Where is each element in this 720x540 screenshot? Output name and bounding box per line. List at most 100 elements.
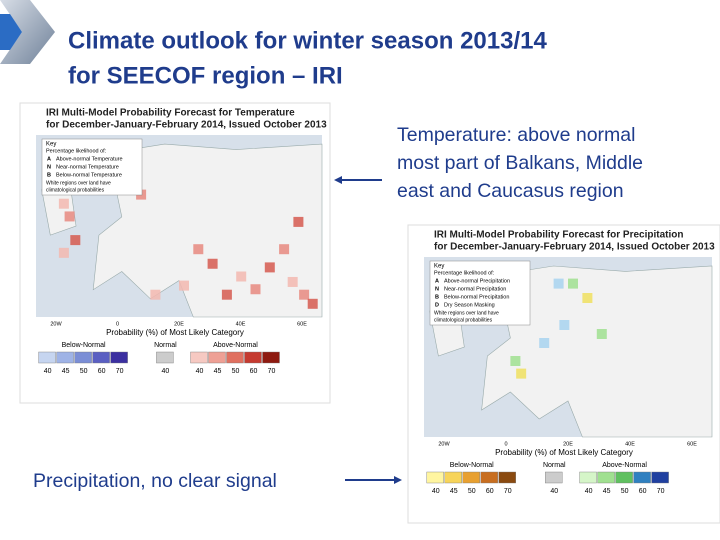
- lon-label: 40E: [236, 321, 246, 327]
- forecast-cell: [582, 293, 593, 303]
- forecast-cell: [207, 258, 218, 269]
- legend-swatch: [426, 471, 444, 484]
- forecast-cell: [193, 244, 204, 255]
- key-frame: [41, 138, 143, 196]
- legend-tick: 40: [196, 368, 204, 375]
- forecast-cell: [539, 338, 550, 348]
- legend-swatch: [597, 471, 615, 484]
- legend-swatch: [480, 471, 498, 484]
- forecast-cell: [250, 284, 261, 295]
- forecast-cell: [287, 276, 298, 287]
- legend-swatch: [92, 351, 110, 364]
- legend-swatch: [208, 351, 226, 364]
- map-figure: IRI Multi-Model Probability Forecast for…: [19, 102, 331, 404]
- legend-group: Below-Normal: [62, 342, 106, 349]
- map-title: for December-January-February 2014, Issu…: [434, 242, 715, 253]
- legend-swatch: [579, 471, 597, 484]
- lon-label: 60E: [297, 321, 307, 327]
- legend-tick: 70: [268, 368, 276, 375]
- legend-swatch: [226, 351, 244, 364]
- legend-group: Normal: [154, 342, 177, 349]
- key-note: climatological probabilities: [434, 317, 493, 323]
- lon-label: 20W: [438, 441, 450, 447]
- key-frame: [429, 260, 531, 326]
- legend-tick: 45: [450, 488, 458, 495]
- forecast-cell: [279, 244, 290, 255]
- forecast-cell: [64, 211, 75, 222]
- legend-tick: 40: [44, 368, 52, 375]
- legend-swatch: [38, 351, 56, 364]
- annotation: Precipitation, no clear signal: [33, 470, 277, 492]
- legend-tick: 70: [116, 368, 124, 375]
- key-letter: N: [435, 286, 439, 292]
- legend-group: Above-Normal: [602, 462, 647, 469]
- key-letter: B: [47, 172, 51, 178]
- legend-swatch: [244, 351, 262, 364]
- lon-label: 20W: [50, 321, 62, 327]
- key-title: Key: [46, 142, 56, 148]
- lon-label: 0: [116, 321, 119, 327]
- legend-tick: 60: [98, 368, 106, 375]
- forecast-cell: [299, 289, 310, 300]
- title-line: Climate outlook for winter season 2013/1…: [68, 27, 547, 54]
- key-item: Near-normal Precipitation: [444, 286, 506, 292]
- legend-tick: 45: [62, 368, 70, 375]
- key-note: climatological probabilities: [46, 187, 105, 193]
- legend-tick: 40: [162, 368, 170, 375]
- legend-tick: 40: [550, 488, 558, 495]
- legend-swatch: [633, 471, 651, 484]
- annotation: Temperature: above normal: [397, 124, 635, 146]
- legend-swatch: [498, 471, 516, 484]
- forecast-cell: [293, 216, 304, 227]
- legend-tick: 45: [603, 488, 611, 495]
- forecast-cell: [553, 278, 564, 289]
- legend-group: Below-Normal: [450, 462, 494, 469]
- key-item: Below-normal Precipitation: [444, 294, 509, 300]
- land: [481, 265, 713, 438]
- lon-label: 40E: [625, 441, 635, 447]
- legend-swatch: [444, 471, 462, 484]
- forecast-cell: [596, 329, 607, 339]
- map-figure: IRI Multi-Model Probability Forecast for…: [407, 224, 720, 524]
- forecast-cell: [559, 320, 570, 330]
- lon-label: 20E: [563, 441, 573, 447]
- key-letter: A: [435, 278, 439, 284]
- forecast-cell: [307, 298, 318, 309]
- key-item: Dry Season Masking: [444, 302, 495, 308]
- legend-swatch: [110, 351, 128, 364]
- legend-tick: 50: [468, 488, 476, 495]
- legend-swatch: [651, 471, 669, 484]
- chevron-accent: [0, 14, 22, 50]
- legend-swatch: [615, 471, 633, 484]
- lon-label: 0: [504, 441, 507, 447]
- key-title: Key: [434, 264, 444, 270]
- forecast-cell: [150, 289, 161, 300]
- legend-tick: 60: [250, 368, 258, 375]
- map-title: IRI Multi-Model Probability Forecast for…: [46, 108, 295, 119]
- legend-title: Probability (%) of Most Likely Category: [106, 328, 244, 337]
- forecast-cell: [264, 262, 275, 273]
- arrow-head: [334, 176, 342, 184]
- key-subtitle: Percentage likelihood of:: [46, 148, 107, 154]
- key-subtitle: Percentage likelihood of:: [434, 270, 495, 276]
- legend-swatch: [56, 351, 74, 364]
- forecast-cell: [221, 289, 232, 300]
- forecast-cell: [70, 235, 81, 246]
- legend-swatch: [156, 351, 174, 364]
- legend-tick: 60: [486, 488, 494, 495]
- forecast-cell: [58, 198, 69, 209]
- key-letter: D: [435, 302, 439, 308]
- key-item: Below-normal Temperature: [56, 172, 122, 178]
- legend-swatch: [74, 351, 92, 364]
- annotation: east and Caucasus region: [397, 180, 624, 202]
- chevron: [0, 0, 55, 64]
- key-note: White regions over land have: [46, 180, 111, 186]
- forecast-cell: [510, 356, 521, 366]
- legend-tick: 40: [585, 488, 593, 495]
- legend-tick: 70: [504, 488, 512, 495]
- title-line: for SEECOF region – IRI: [68, 62, 343, 89]
- legend-swatch: [262, 351, 280, 364]
- arrow-head: [394, 476, 402, 484]
